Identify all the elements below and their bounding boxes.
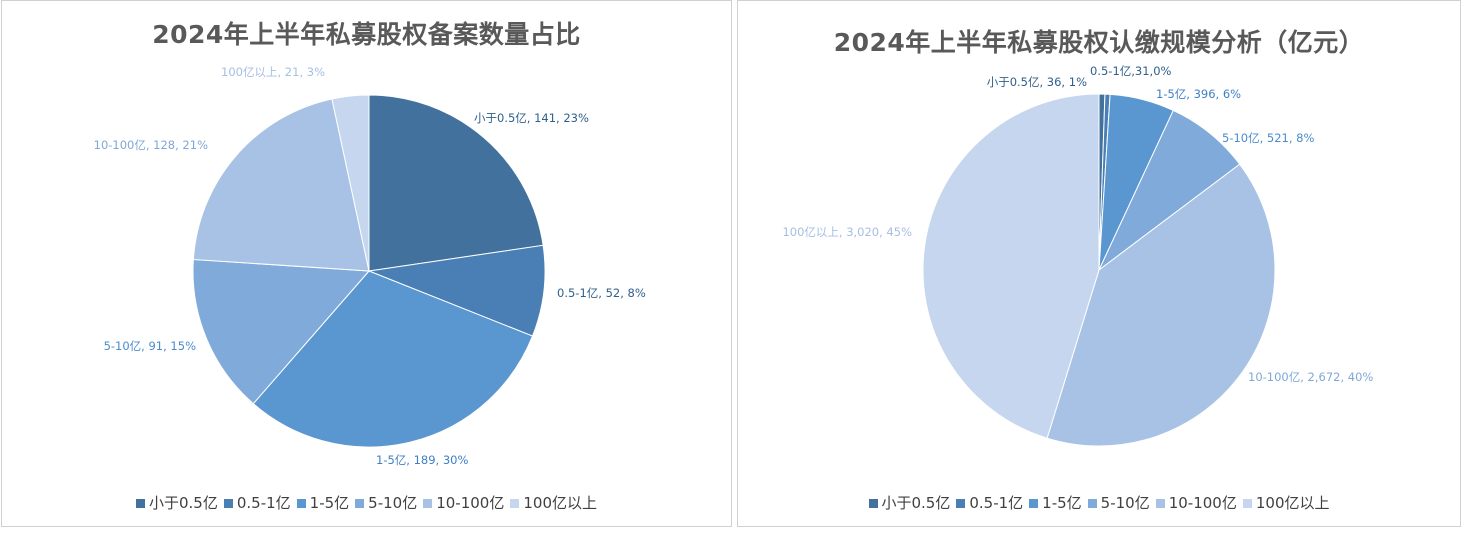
legend-swatch <box>956 499 966 508</box>
legend-label: 小于0.5亿 <box>881 494 951 512</box>
pie-slice <box>922 93 1100 439</box>
data-label: 10-100亿, 128, 21% <box>94 138 208 152</box>
chart-panel-share-count: 2024年上半年私募股权备案数量占比 小于0.5亿, 141, 23% 0.5-1… <box>1 0 732 527</box>
pie-chart: 小于0.5亿, 141, 23% 0.5-1亿, 52, 8% 1-5亿, 189,… <box>94 65 646 467</box>
legend-label: 10-100亿 <box>436 494 505 512</box>
legend-swatch <box>1242 499 1252 508</box>
legend-swatch <box>223 499 233 508</box>
legend-label: 小于0.5亿 <box>149 494 218 512</box>
pie-chart: 小于0.5亿, 36, 1%0.5-1亿,31,0% 1-5亿, 396, 6% 5… <box>782 64 1373 447</box>
data-label: 1-5亿, 189, 30% <box>376 453 468 467</box>
legend-label: 0.5-1亿 <box>236 494 291 512</box>
legend-label: 100亿以上 <box>523 494 597 512</box>
pie-slice <box>1046 163 1276 447</box>
legend-label: 100亿以上 <box>1255 494 1330 512</box>
legend-label: 0.5-1亿 <box>969 494 1024 512</box>
data-label: 100亿以上, 21, 3% <box>221 65 325 79</box>
legend-label: 5-10亿 <box>368 494 418 512</box>
legend-label: 5-10亿 <box>1100 494 1150 512</box>
pie-slice <box>192 258 371 405</box>
data-label: 0.5-1亿, 52, 8% <box>557 286 646 300</box>
legend-swatch <box>296 499 306 508</box>
legend-item: 100亿以上 <box>510 492 597 513</box>
legend-swatch <box>1029 499 1039 508</box>
legend-swatch <box>423 499 433 508</box>
legend-item: 1-5亿 <box>296 492 350 513</box>
legend-item: 0.5-1亿 <box>956 492 1023 513</box>
legend-item: 5-10亿 <box>1087 492 1150 513</box>
pie-slice <box>331 94 370 272</box>
chart-panel-subscribed-scale: 2024年上半年私募股权认缴规模分析（亿元） 小于0.5亿, 36, 1% 0.5… <box>737 0 1461 527</box>
data-label: 5-10亿, 521, 8% <box>1222 131 1314 145</box>
legend-label: 1-5亿 <box>1042 494 1082 512</box>
legend-label: 1-5亿 <box>309 494 350 512</box>
legend-item: 10-100亿 <box>423 492 504 513</box>
legend-swatch <box>1155 499 1165 508</box>
legend-item: 5-10亿 <box>355 492 417 513</box>
legend-swatch <box>355 499 365 508</box>
legend-item: 100亿以上 <box>1242 492 1330 513</box>
legend-item: 小于0.5亿 <box>136 492 218 513</box>
pie-slice <box>192 98 370 272</box>
legend-item: 小于0.5亿 <box>868 492 951 513</box>
legend-swatch <box>868 499 878 508</box>
chart-title: 2024年上半年私募股权认缴规模分析（亿元） <box>833 28 1365 57</box>
data-label: 0.5-1亿,31,0% <box>1090 64 1172 78</box>
legend-item: 0.5-1亿 <box>223 492 291 513</box>
chart-legend: 小于0.5亿 0.5-1亿 1-5亿 5-10亿 10-100亿 100亿以上 <box>738 492 1460 513</box>
legend-item: 1-5亿 <box>1029 492 1082 513</box>
data-label: 小于0.5亿, 141, 23% <box>474 111 589 125</box>
data-label: 5-10亿, 91, 15% <box>104 339 196 353</box>
legend-item: 10-100亿 <box>1155 492 1237 513</box>
chart-legend: 小于0.5亿 0.5-1亿 1-5亿 5-10亿 10-100亿 100亿以上 <box>2 492 731 513</box>
pie-slice <box>368 94 544 272</box>
chart-title: 2024年上半年私募股权备案数量占比 <box>152 20 581 49</box>
legend-swatch <box>1087 499 1097 508</box>
pie-slice <box>252 270 534 448</box>
legend-swatch <box>136 499 145 508</box>
legend-label: 10-100亿 <box>1168 494 1237 512</box>
legend-swatch <box>510 499 520 508</box>
pie-slice <box>367 244 546 337</box>
data-label: 100亿以上, 3,020, 45% <box>782 225 912 239</box>
data-label: 1-5亿, 396, 6% <box>1156 87 1241 101</box>
data-label: 小于0.5亿, 36, 1% <box>987 75 1087 89</box>
data-label: 10-100亿, 2,672, 40% <box>1248 370 1373 384</box>
